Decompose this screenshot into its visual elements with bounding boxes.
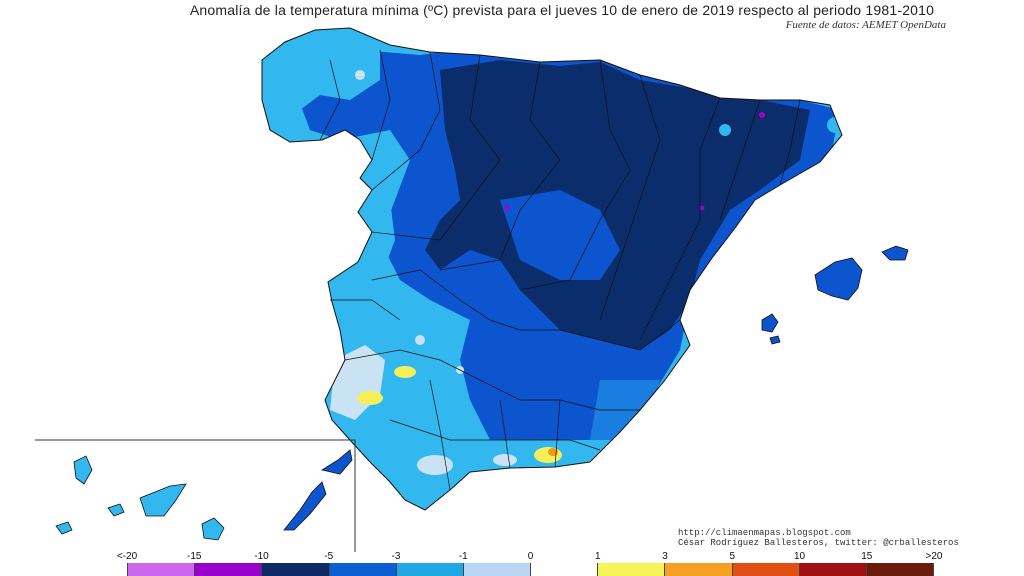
scale-segment xyxy=(732,563,800,576)
ibiza xyxy=(761,313,779,333)
data-source: Fuente de datos: AEMET OpenData xyxy=(785,19,946,31)
la-gomera xyxy=(107,503,125,517)
yellow-spot-sevilla xyxy=(394,366,416,378)
mallorca xyxy=(814,257,863,301)
scale-tick-label: -3 xyxy=(391,551,401,562)
province-borders xyxy=(319,49,801,491)
peninsula-outline xyxy=(261,27,843,511)
scale-tick-label: -1 xyxy=(458,551,468,562)
pale-spot-2 xyxy=(415,335,425,345)
scale-segment xyxy=(195,563,263,576)
scale-tick-label: 10 xyxy=(793,551,806,562)
scale-tick-label: 0 xyxy=(527,551,534,562)
purple-spot-soria xyxy=(504,205,510,211)
author-credit: César Rodríguez Ballesteros, twitter: @c… xyxy=(678,538,959,548)
purple-spot-zaragoza xyxy=(699,205,705,211)
scale-segment xyxy=(665,563,733,576)
scale-tick-label: 15 xyxy=(861,551,873,562)
scale-tick-label: 3 xyxy=(662,551,668,562)
scale-tick-label: -5 xyxy=(324,551,334,562)
scale-tick-label: -10 xyxy=(254,551,269,562)
scale-segment xyxy=(262,563,330,576)
pale-spot-cadiz xyxy=(417,455,453,475)
scale-segment xyxy=(127,563,196,576)
canary-islands xyxy=(55,449,353,541)
medium-blue-center xyxy=(500,190,620,280)
scale-segment xyxy=(866,563,935,576)
el-hierro xyxy=(55,521,73,535)
color-scale xyxy=(127,563,935,576)
scale-tick-label: 1 xyxy=(594,551,601,562)
menorca xyxy=(881,245,909,261)
light-spot-1 xyxy=(719,124,731,136)
canary-inset xyxy=(35,439,356,552)
yellow-spot-almeria xyxy=(534,447,562,463)
scale-tick-label: -15 xyxy=(187,551,202,562)
scale-tick-label: >20 xyxy=(925,551,943,562)
fuerteventura xyxy=(283,481,327,531)
scale-segment xyxy=(463,563,532,576)
purple-spot-teruel xyxy=(759,112,765,118)
pale-spot-malaga xyxy=(493,454,517,466)
scale-segment xyxy=(799,563,867,576)
la-palma xyxy=(73,455,93,485)
scale-tick-label: 5 xyxy=(729,551,736,562)
yellow-spot-huelva xyxy=(357,391,383,405)
tenerife xyxy=(139,483,187,517)
anomaly-map xyxy=(35,27,909,552)
scale-segment xyxy=(396,563,464,576)
map-title: Anomalía de la temperatura mínima (ºC) p… xyxy=(189,2,935,18)
light-blue-northwest xyxy=(262,40,380,120)
balearic-islands xyxy=(761,245,909,345)
inset-frame xyxy=(35,439,356,552)
scale-segment xyxy=(329,563,397,576)
scale-segment xyxy=(598,563,666,576)
scale-tick-label: <-20 xyxy=(116,551,138,562)
formentera xyxy=(769,335,781,345)
scale-segment xyxy=(531,563,599,576)
lanzarote xyxy=(320,449,353,475)
blog-url: http://climaenmapas.blogspot.com xyxy=(678,528,851,538)
orange-spot-almeria xyxy=(548,448,558,456)
gran-canaria xyxy=(201,517,225,541)
pale-spot-1 xyxy=(355,70,365,80)
very-dark-blue-zone xyxy=(425,60,810,350)
peninsula xyxy=(261,27,843,511)
